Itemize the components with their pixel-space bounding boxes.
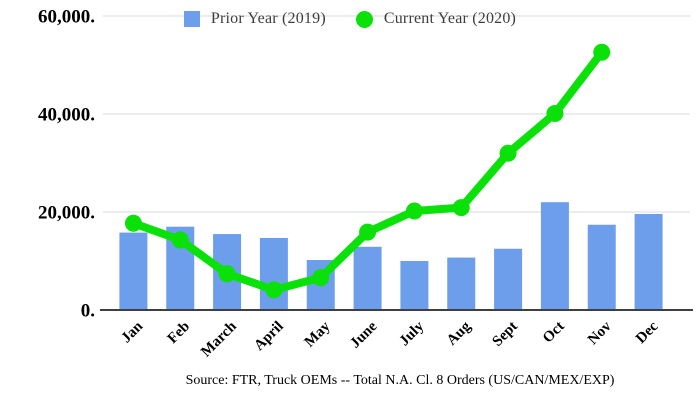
x-label-dec: Dec (633, 318, 662, 347)
bar-june (353, 246, 382, 310)
line-point-aug (452, 199, 470, 217)
bar-oct (540, 202, 569, 310)
line-point-jan (124, 214, 142, 232)
line-point-july (405, 202, 423, 220)
x-label-feb: Feb (165, 319, 193, 347)
line-point-may (312, 269, 330, 287)
line-point-feb (171, 231, 189, 249)
y-tick-label-0: 0. (81, 301, 95, 322)
x-label-nov: Nov (585, 318, 615, 348)
x-label-sept: Sept (490, 319, 521, 350)
bar-nov (587, 224, 616, 310)
x-label-june: June (347, 318, 380, 351)
x-label-may: May (302, 318, 334, 350)
y-tick-label-60000: 60,000. (38, 7, 95, 28)
bar-july (400, 261, 429, 310)
line-point-april (265, 281, 283, 299)
line-point-sept (499, 144, 517, 162)
bar-sept (494, 248, 523, 310)
source-note: Source: FTR, Truck OEMs -- Total N.A. Cl… (185, 373, 615, 388)
bar-dec (634, 213, 663, 310)
bar-april (259, 237, 288, 310)
x-label-july: July (396, 318, 427, 349)
bar-aug (447, 257, 476, 310)
y-tick-label-20000: 20,000. (38, 203, 95, 224)
bar-jan (119, 232, 148, 310)
x-label-aug: Aug (444, 318, 475, 349)
line-point-june (359, 223, 377, 241)
y-tick-label-40000: 40,000. (38, 105, 95, 126)
x-label-jan: Jan (118, 318, 146, 346)
line-point-nov (593, 43, 611, 61)
x-label-march: March (198, 318, 240, 360)
line-point-oct (546, 105, 564, 123)
x-label-april: April (251, 319, 286, 354)
line-point-march (218, 265, 236, 283)
x-label-oct: Oct (540, 319, 568, 347)
